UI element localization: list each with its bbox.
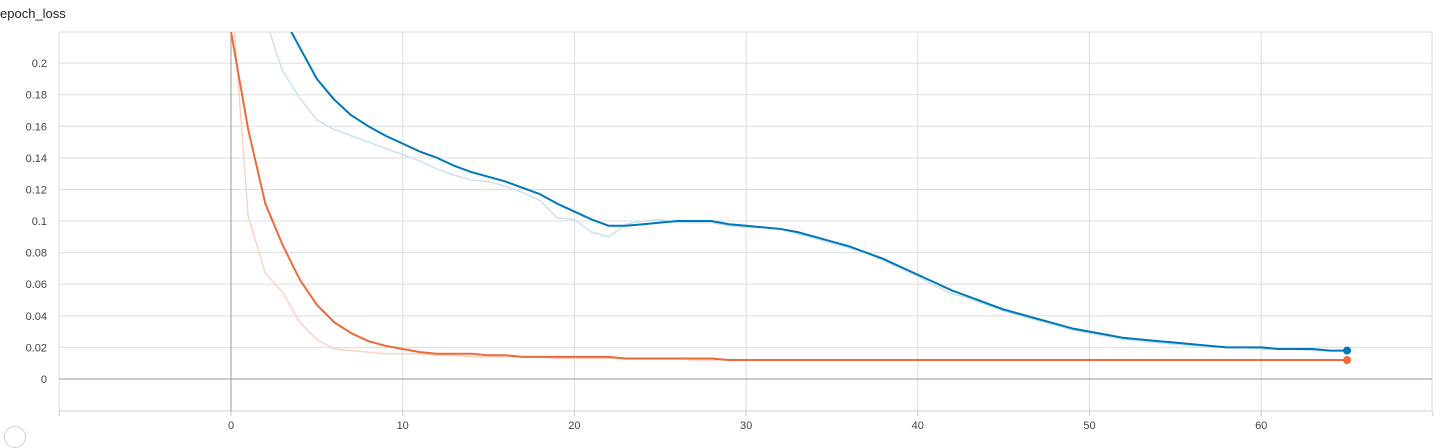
x-tick-label: 20 <box>568 420 580 432</box>
series-line-validation <box>230 32 1349 362</box>
series-line-train-raw <box>268 32 1348 352</box>
chart-title: epoch_loss <box>0 6 66 21</box>
axes <box>58 32 1434 416</box>
series-line-validation-raw <box>233 32 1348 361</box>
y-tick-label: 0.08 <box>26 248 47 260</box>
x-tick-label: 50 <box>1083 420 1095 432</box>
x-tick-label: 60 <box>1255 420 1267 432</box>
x-tick-label: 30 <box>740 420 752 432</box>
y-tick-label: 0 <box>41 374 47 386</box>
y-tick-label: 0.02 <box>26 342 47 354</box>
end-marker-validation <box>1343 356 1352 365</box>
y-tick-label: 0.2 <box>32 58 47 70</box>
series-lines <box>230 32 1349 362</box>
y-tick-label: 0.06 <box>26 279 47 291</box>
tick-labels: 0 0.02 0.04 0.06 0.08 0.1 0.12 0.14 0.16 0.18 0.2 0… <box>26 58 1268 432</box>
series-line-train <box>290 32 1349 352</box>
end-marker-train <box>1343 346 1352 355</box>
y-tick-label: 0.04 <box>26 311 47 323</box>
y-tick-label: 0.18 <box>26 90 47 102</box>
loss-chart: 0 0.02 0.04 0.06 0.08 0.1 0.12 0.14 0.16 0.18 0.2 0… <box>26 31 1434 432</box>
y-tick-label: 0.12 <box>26 184 47 196</box>
y-tick-label: 0.16 <box>26 121 47 133</box>
end-markers <box>1343 346 1352 365</box>
expand-icon[interactable] <box>4 426 26 448</box>
grid-lines <box>58 31 1433 411</box>
x-tick-label: 0 <box>228 420 234 432</box>
x-tick-label: 10 <box>397 420 409 432</box>
y-tick-label: 0.14 <box>26 153 47 165</box>
y-tick-label: 0.1 <box>32 216 47 228</box>
x-tick-label: 40 <box>912 420 924 432</box>
